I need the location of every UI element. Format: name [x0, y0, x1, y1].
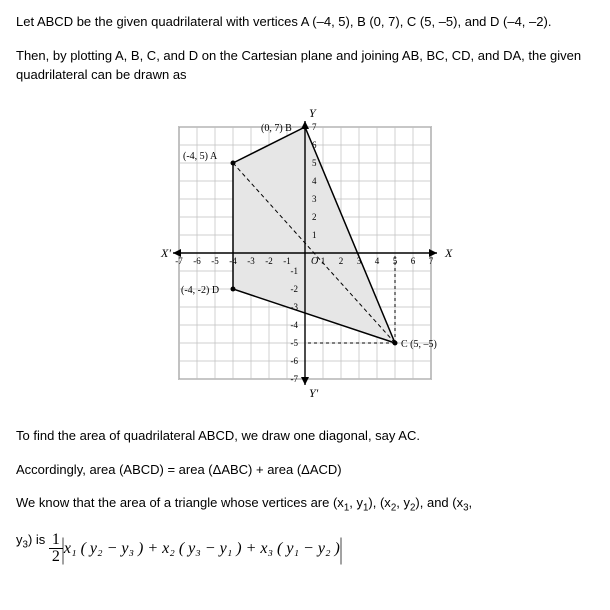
- svg-text:6: 6: [411, 256, 416, 266]
- svg-text:-7: -7: [291, 374, 299, 384]
- area-formula: 1 2 | x₁ ( y₂ − y₃ ) + x₂ ( y₃ − y₁ ) + …: [49, 532, 341, 565]
- svg-text:X: X: [444, 246, 453, 260]
- svg-text:-2: -2: [265, 256, 273, 266]
- svg-text:-6: -6: [291, 356, 299, 366]
- svg-text:-1: -1: [291, 266, 299, 276]
- svg-text:4: 4: [375, 256, 380, 266]
- paragraph-2: Then, by plotting A, B, C, and D on the …: [16, 46, 594, 85]
- paragraph-1: Let ABCD be the given quadrilateral with…: [16, 12, 594, 32]
- svg-text:-3: -3: [247, 256, 255, 266]
- svg-text:(-4, -2) D: (-4, -2) D: [181, 285, 219, 296]
- svg-text:4: 4: [312, 176, 317, 186]
- svg-text:(0, 7) B: (0, 7) B: [261, 123, 292, 134]
- svg-text:-5: -5: [291, 338, 299, 348]
- svg-text:-6: -6: [193, 256, 201, 266]
- svg-text:2: 2: [339, 256, 344, 266]
- svg-text:-5: -5: [211, 256, 219, 266]
- svg-text:O: O: [311, 256, 318, 267]
- paragraph-5: We know that the area of a triangle whos…: [16, 493, 594, 516]
- chart-svg: -7-6-5-4-3-2-11234567-7-6-5-4-3-2-112345…: [151, 99, 459, 407]
- svg-text:1: 1: [312, 230, 317, 240]
- svg-text:Y: Y: [309, 106, 317, 120]
- svg-text:-7: -7: [175, 256, 183, 266]
- cartesian-chart: -7-6-5-4-3-2-11234567-7-6-5-4-3-2-112345…: [16, 99, 594, 413]
- svg-text:7: 7: [312, 122, 317, 132]
- svg-text:(-4, 5) A: (-4, 5) A: [183, 151, 218, 162]
- svg-text:C (5, –5): C (5, –5): [401, 339, 437, 350]
- svg-text:-1: -1: [283, 256, 291, 266]
- svg-text:2: 2: [312, 212, 317, 222]
- svg-text:-2: -2: [291, 284, 299, 294]
- svg-text:-4: -4: [291, 320, 299, 330]
- svg-text:5: 5: [312, 158, 317, 168]
- svg-text:Y': Y': [309, 386, 319, 400]
- paragraph-6: y3) is 1 2 | x₁ ( y₂ − y₃ ) + x₂ ( y₃ − …: [16, 530, 594, 565]
- svg-text:X': X': [160, 246, 171, 260]
- svg-text:7: 7: [429, 256, 434, 266]
- svg-text:3: 3: [312, 194, 317, 204]
- paragraph-4: Accordingly, area (ABCD) = area (ΔABC) +…: [16, 460, 594, 480]
- paragraph-3: To find the area of quadrilateral ABCD, …: [16, 426, 594, 446]
